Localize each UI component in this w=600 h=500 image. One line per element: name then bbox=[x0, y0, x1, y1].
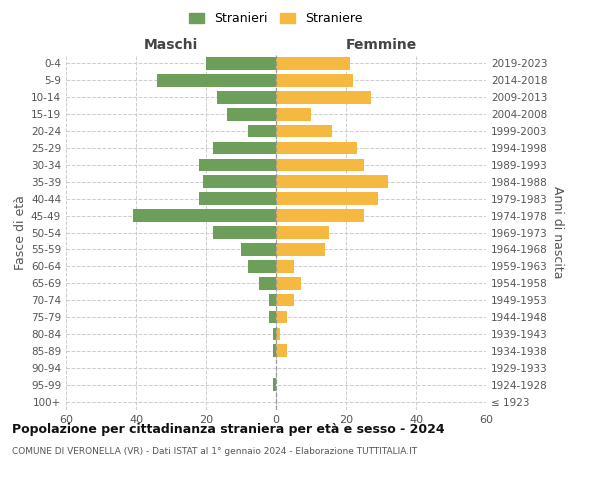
Bar bbox=[157, 74, 276, 86]
Text: Maschi: Maschi bbox=[144, 38, 198, 52]
Bar bbox=[276, 310, 287, 324]
Bar bbox=[269, 310, 276, 324]
Bar bbox=[272, 378, 276, 391]
Bar bbox=[276, 192, 377, 205]
Bar bbox=[272, 328, 276, 340]
Bar bbox=[217, 91, 276, 104]
Bar bbox=[199, 192, 276, 205]
Bar bbox=[276, 210, 364, 222]
Bar bbox=[276, 108, 311, 120]
Bar bbox=[276, 158, 364, 171]
Bar bbox=[276, 243, 325, 256]
Bar bbox=[276, 260, 293, 272]
Bar bbox=[276, 124, 332, 138]
Bar bbox=[276, 74, 353, 86]
Bar bbox=[133, 210, 276, 222]
Bar bbox=[213, 142, 276, 154]
Bar bbox=[276, 328, 280, 340]
Legend: Stranieri, Straniere: Stranieri, Straniere bbox=[185, 8, 367, 29]
Bar bbox=[272, 344, 276, 357]
Bar bbox=[241, 243, 276, 256]
Bar bbox=[276, 226, 329, 239]
Bar bbox=[206, 57, 276, 70]
Bar bbox=[199, 158, 276, 171]
Bar bbox=[276, 142, 356, 154]
Y-axis label: Fasce di età: Fasce di età bbox=[14, 195, 27, 270]
Bar bbox=[276, 176, 388, 188]
Bar bbox=[276, 344, 287, 357]
Bar bbox=[203, 176, 276, 188]
Bar bbox=[276, 91, 371, 104]
Bar bbox=[276, 294, 293, 306]
Bar bbox=[259, 277, 276, 289]
Bar bbox=[276, 277, 301, 289]
Y-axis label: Anni di nascita: Anni di nascita bbox=[551, 186, 564, 279]
Text: COMUNE DI VERONELLA (VR) - Dati ISTAT al 1° gennaio 2024 - Elaborazione TUTTITAL: COMUNE DI VERONELLA (VR) - Dati ISTAT al… bbox=[12, 448, 417, 456]
Bar bbox=[248, 260, 276, 272]
Text: Femmine: Femmine bbox=[346, 38, 416, 52]
Bar bbox=[227, 108, 276, 120]
Bar bbox=[248, 124, 276, 138]
Bar bbox=[213, 226, 276, 239]
Bar bbox=[269, 294, 276, 306]
Text: Popolazione per cittadinanza straniera per età e sesso - 2024: Popolazione per cittadinanza straniera p… bbox=[12, 422, 445, 436]
Bar bbox=[276, 57, 349, 70]
